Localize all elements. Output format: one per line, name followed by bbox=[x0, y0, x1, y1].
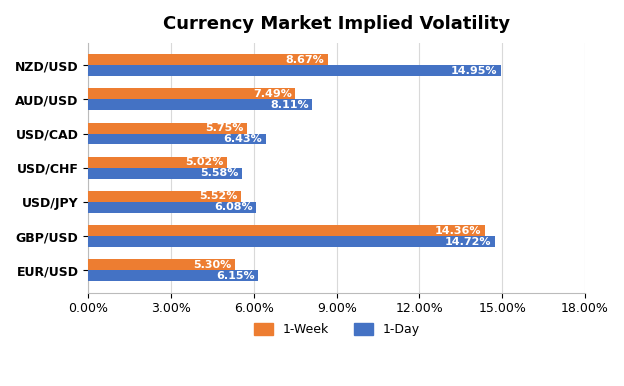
Text: 7.49%: 7.49% bbox=[253, 89, 292, 99]
Text: 5.02%: 5.02% bbox=[185, 157, 223, 167]
Bar bbox=[89, 54, 328, 65]
Bar bbox=[89, 191, 241, 202]
Text: 6.08%: 6.08% bbox=[214, 202, 253, 212]
Text: 14.36%: 14.36% bbox=[435, 226, 481, 235]
Bar bbox=[89, 259, 235, 270]
Bar bbox=[89, 225, 485, 236]
Bar bbox=[89, 157, 227, 168]
Bar bbox=[89, 202, 256, 213]
Text: 6.15%: 6.15% bbox=[216, 271, 255, 281]
Bar bbox=[89, 123, 247, 134]
Text: 8.11%: 8.11% bbox=[270, 100, 309, 110]
Text: 5.30%: 5.30% bbox=[193, 260, 232, 270]
Bar bbox=[89, 134, 266, 144]
Bar bbox=[89, 270, 258, 281]
Text: 14.72%: 14.72% bbox=[445, 237, 491, 247]
Title: Currency Market Implied Volatility: Currency Market Implied Volatility bbox=[163, 15, 510, 33]
Bar bbox=[89, 65, 501, 76]
Text: 5.58%: 5.58% bbox=[201, 168, 239, 178]
Bar bbox=[89, 168, 242, 179]
Legend: 1-Week, 1-Day: 1-Week, 1-Day bbox=[249, 318, 425, 341]
Bar bbox=[89, 236, 495, 247]
Text: 6.43%: 6.43% bbox=[224, 134, 263, 144]
Bar bbox=[89, 99, 312, 110]
Bar bbox=[89, 88, 295, 99]
Text: 14.95%: 14.95% bbox=[451, 66, 497, 76]
Text: 5.75%: 5.75% bbox=[205, 123, 244, 133]
Text: 5.52%: 5.52% bbox=[199, 191, 237, 201]
Text: 8.67%: 8.67% bbox=[286, 55, 324, 65]
